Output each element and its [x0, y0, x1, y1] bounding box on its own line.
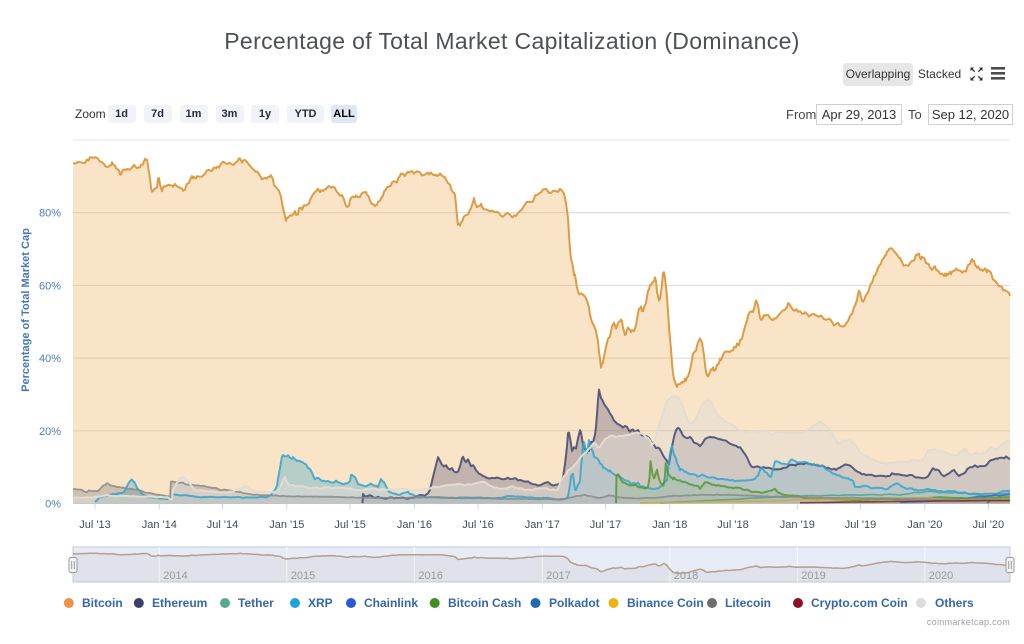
- svg-text:2017: 2017: [546, 570, 570, 582]
- svg-text:Jan '16: Jan '16: [397, 519, 432, 531]
- svg-text:2020: 2020: [929, 570, 953, 582]
- svg-text:Jul '19: Jul '19: [845, 519, 876, 531]
- svg-text:Binance Coin: Binance Coin: [627, 596, 704, 610]
- svg-text:Jan '17: Jan '17: [525, 519, 560, 531]
- svg-text:40%: 40%: [39, 353, 61, 365]
- svg-text:2014: 2014: [163, 570, 187, 582]
- svg-text:Ethereum: Ethereum: [152, 596, 207, 610]
- svg-text:Litecoin: Litecoin: [725, 596, 771, 610]
- svg-text:Jul '16: Jul '16: [462, 519, 493, 531]
- svg-text:Jul '18: Jul '18: [717, 519, 748, 531]
- svg-text:XRP: XRP: [308, 596, 333, 610]
- svg-text:Crypto.com Coin: Crypto.com Coin: [811, 596, 908, 610]
- svg-text:2015: 2015: [291, 570, 315, 582]
- svg-text:Jul '15: Jul '15: [334, 519, 365, 531]
- svg-text:Bitcoin: Bitcoin: [82, 596, 123, 610]
- svg-text:Tether: Tether: [238, 596, 274, 610]
- svg-text:Polkadot: Polkadot: [549, 596, 600, 610]
- svg-text:Jan '15: Jan '15: [269, 519, 304, 531]
- svg-text:Jul '14: Jul '14: [207, 519, 238, 531]
- svg-text:Jul '20: Jul '20: [973, 519, 1004, 531]
- svg-text:Jan '18: Jan '18: [652, 519, 687, 531]
- svg-text:Jul '13: Jul '13: [79, 519, 110, 531]
- svg-text:Jan '20: Jan '20: [907, 519, 942, 531]
- svg-text:2016: 2016: [418, 570, 442, 582]
- svg-text:2019: 2019: [801, 570, 825, 582]
- svg-text:0%: 0%: [45, 499, 61, 511]
- svg-text:20%: 20%: [39, 426, 61, 438]
- svg-text:Percentage of Total Market Cap: Percentage of Total Market Cap: [20, 228, 32, 392]
- svg-text:60%: 60%: [39, 280, 61, 292]
- svg-text:Others: Others: [935, 596, 974, 610]
- svg-text:Bitcoin Cash: Bitcoin Cash: [448, 596, 521, 610]
- svg-text:80%: 80%: [39, 208, 61, 220]
- svg-text:Chainlink: Chainlink: [364, 596, 418, 610]
- svg-text:Jan '19: Jan '19: [780, 519, 815, 531]
- svg-text:Jan '14: Jan '14: [142, 519, 177, 531]
- svg-text:Jul '17: Jul '17: [590, 519, 621, 531]
